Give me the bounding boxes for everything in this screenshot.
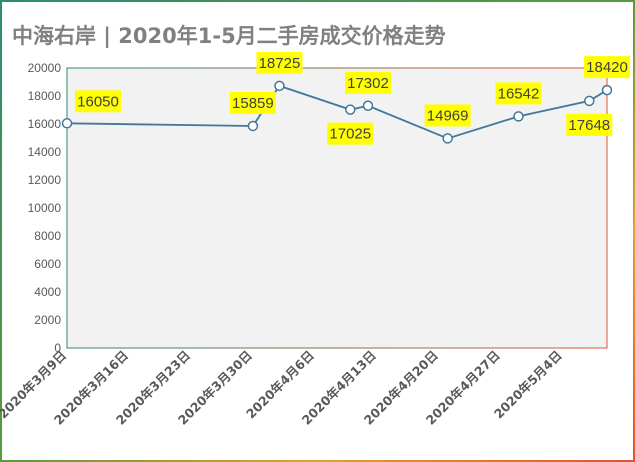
y-tick-label: 20000 [28,61,62,75]
data-point-marker [601,84,613,96]
data-label-background [256,51,303,74]
data-label: 18725 [256,51,303,74]
data-label-background [327,122,374,145]
data-label-text: 16050 [77,93,119,110]
y-tick-label: 6000 [34,257,61,271]
y-tick-label: 0 [54,341,61,355]
y-tick-label: 4000 [34,285,61,299]
data-label-text: 17302 [347,75,389,92]
data-label: 14969 [424,104,471,127]
plot-area [67,68,607,348]
chart-title: 中海右岸 | 2020年1-5月二手房成交价格走势 [12,24,446,48]
y-tick-label: 12000 [28,173,62,187]
data-label: 17025 [327,122,374,145]
data-label-text: 18725 [259,55,301,72]
data-label: 17648 [566,113,613,136]
data-label-background [75,90,121,113]
data-point-marker [584,95,595,107]
data-point-marker [362,100,374,112]
data-label-text: 18420 [586,59,628,76]
data-label-text: 16542 [498,85,540,102]
y-tick-label: 18000 [28,89,62,103]
data-label: 16542 [495,82,542,105]
data-label: 16050 [75,90,121,113]
data-label: 15859 [229,91,276,114]
data-label-background [495,82,542,105]
data-label-background [229,91,276,114]
y-tick-label: 14000 [28,145,62,159]
data-point-marker [274,80,285,92]
data-point-marker [61,118,73,129]
data-label-background [584,56,630,79]
data-point-marker [247,120,259,132]
data-label-text: 14969 [427,107,469,124]
y-tick-label: 10000 [28,201,62,215]
data-label-background [344,71,391,94]
data-label: 17302 [344,71,391,94]
data-label-text: 17648 [568,117,610,134]
data-point-marker [345,104,356,115]
y-tick-label: 2000 [34,313,61,327]
data-label-background [424,104,471,127]
data-label: 18420 [584,56,630,79]
data-label-text: 15859 [232,95,274,112]
data-label-background [566,113,613,136]
data-point-marker [513,111,524,122]
data-label-text: 17025 [329,126,371,143]
y-tick-label: 8000 [34,229,61,243]
y-tick-label: 16000 [28,117,62,131]
data-point-marker [442,133,453,144]
